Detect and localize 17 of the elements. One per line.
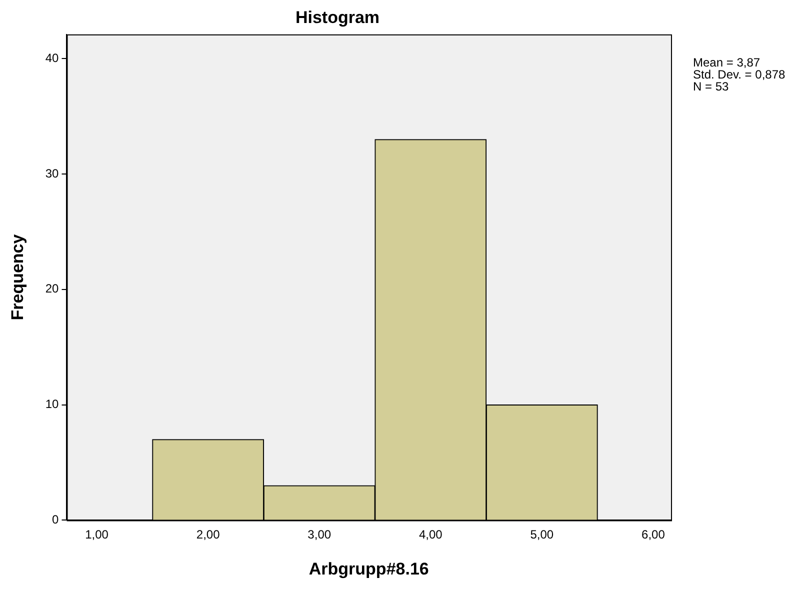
y-tick-label: 20 (45, 282, 60, 296)
x-tick-label: 3,00 (308, 528, 332, 542)
x-tick-label: 1,00 (85, 528, 109, 542)
text: Mean = 3,87 (693, 56, 760, 70)
x-tick-label: 2,00 (196, 528, 220, 542)
x-tick-label: 4,00 (418, 528, 443, 542)
y-axis-title: Frequency (8, 234, 27, 320)
y-tick-label: 30 (45, 166, 60, 180)
y-tick-label: 10 (45, 397, 60, 412)
x-tick-label: 6,00 (642, 528, 666, 542)
chart-title: Histogram (295, 8, 380, 27)
text: Std. Dev. = 0,878 (693, 68, 786, 82)
x-axis-title: Arbgrupp#8.16 (308, 559, 429, 578)
y-tick-label: 40 (45, 50, 60, 65)
x-tick-label: 5,00 (530, 528, 554, 542)
text: N = 53 (693, 80, 730, 94)
y-tick-label: 0 (52, 512, 60, 527)
